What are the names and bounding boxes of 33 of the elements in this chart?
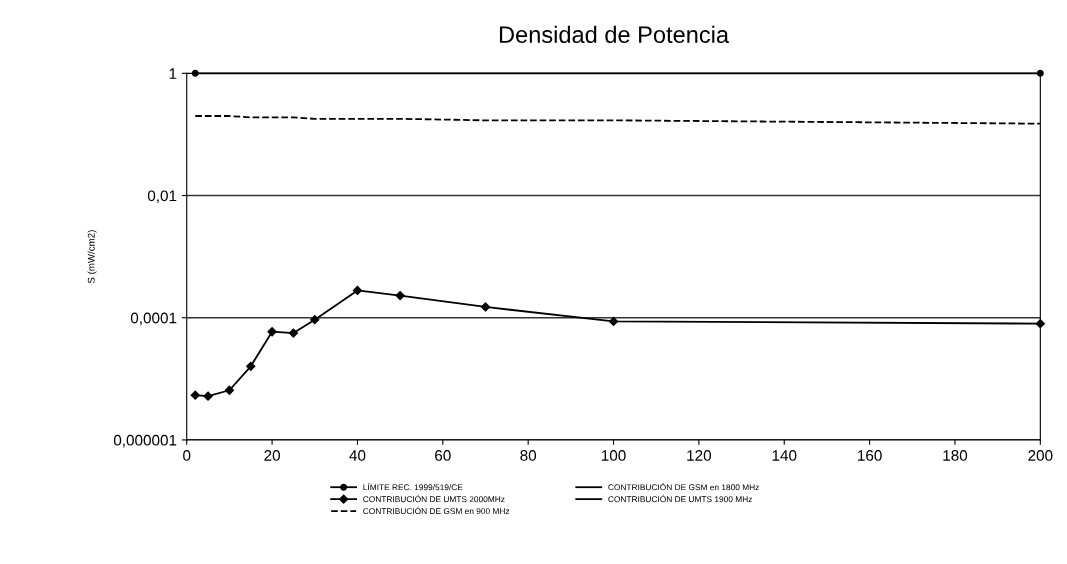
legend-label: CONTRIBUCIÓN DE GSM en 1800 MHz	[608, 482, 759, 491]
y-tick-label: 0,0001	[130, 312, 177, 326]
legend-label: CONTRIBUCIÓN DE UMTS 1900 MHz	[608, 494, 752, 503]
y-tick-label: 0,01	[147, 190, 177, 204]
x-tick-label: 0	[183, 450, 191, 461]
x-tick-label: 200	[1028, 450, 1053, 461]
y-tick-label: 1	[169, 68, 177, 79]
x-tick-label: 140	[772, 450, 797, 461]
point	[395, 290, 405, 301]
point	[352, 285, 363, 296]
legend-label: LÍMITE REC. 1999/519/CE	[363, 482, 463, 491]
point	[310, 315, 320, 325]
x-tick-label: 100	[601, 450, 626, 461]
x-tick-label: 60	[435, 450, 451, 461]
point	[480, 302, 491, 312]
legend-label: CONTRIBUCIÓN DE UMTS 2000MHz	[363, 494, 505, 503]
point	[608, 316, 619, 327]
y-axis-title: S (mW/cm2)	[87, 230, 97, 284]
point	[288, 328, 299, 338]
point	[246, 361, 256, 371]
x-tick-label: 160	[858, 450, 882, 461]
x-tick-label: 80	[520, 450, 537, 461]
point	[203, 391, 213, 401]
point	[190, 390, 200, 400]
x-tick-label: 180	[943, 450, 968, 461]
point	[224, 385, 235, 395]
x-tick-label: 120	[687, 450, 712, 461]
point	[267, 327, 277, 337]
x-tick-label: 40	[349, 450, 366, 461]
x-tick-label: 20	[264, 450, 280, 461]
legend-label: CONTRIBUCIÓN DE GSM en 900 MHz	[363, 506, 510, 515]
y-tick-label: 0,000001	[113, 434, 177, 448]
chart-title: Densidad de Potencia	[499, 25, 730, 43]
